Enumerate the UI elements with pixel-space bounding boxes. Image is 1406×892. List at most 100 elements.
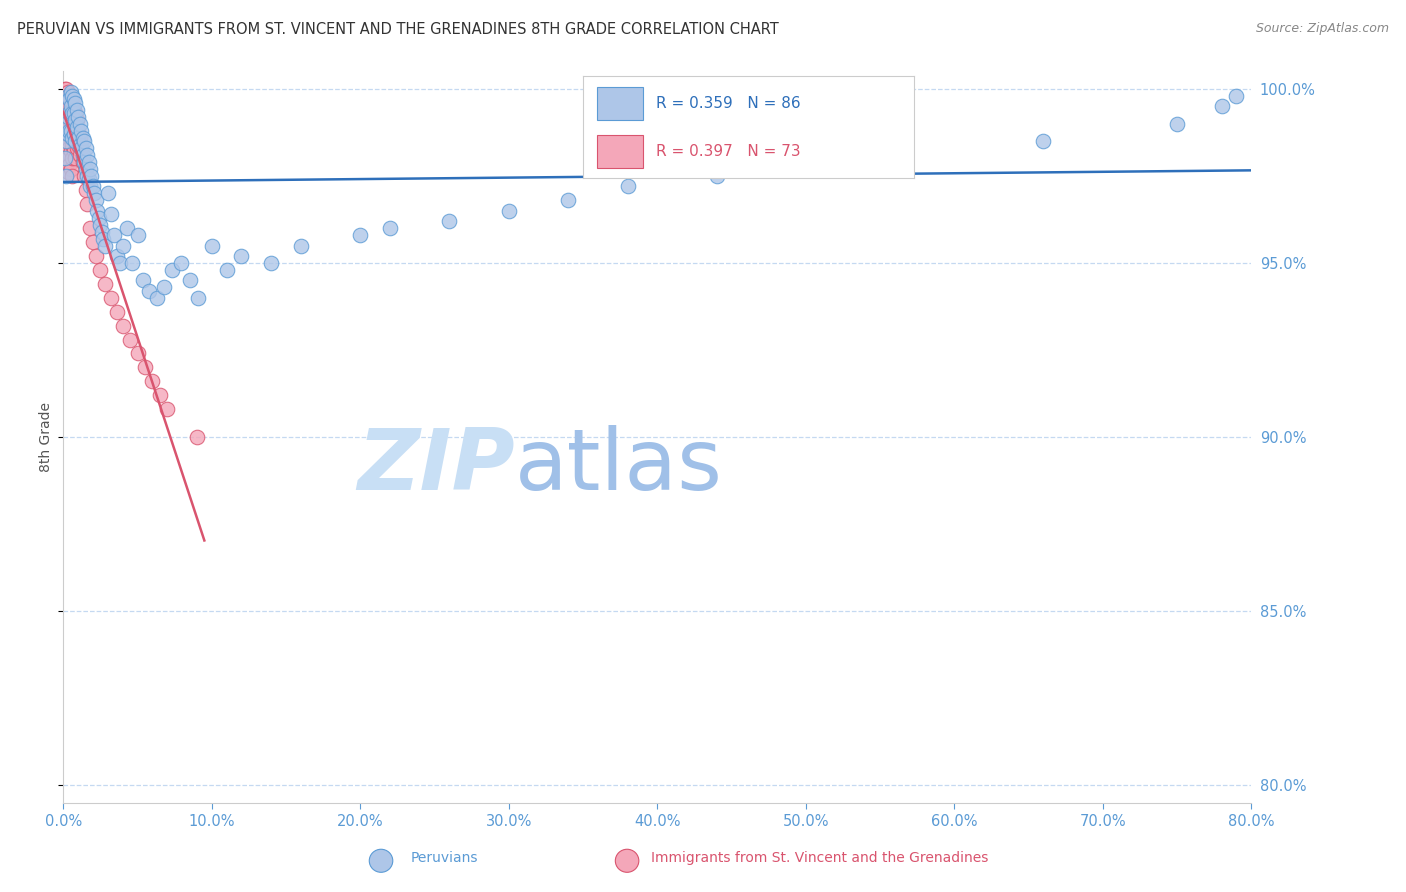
Point bbox=[53, 92, 76, 106]
Point bbox=[76, 148, 98, 162]
Point bbox=[260, 256, 283, 270]
Point bbox=[55, 106, 77, 120]
Point bbox=[59, 117, 82, 131]
Point bbox=[82, 235, 104, 249]
Point bbox=[62, 92, 84, 106]
Point bbox=[58, 88, 80, 103]
Point bbox=[134, 360, 156, 375]
Point bbox=[75, 161, 97, 176]
Point bbox=[75, 141, 97, 155]
Text: Immigrants from St. Vincent and the Grenadines: Immigrants from St. Vincent and the Gren… bbox=[651, 851, 988, 865]
Point bbox=[115, 221, 138, 235]
Point bbox=[93, 231, 115, 245]
Y-axis label: 8th Grade: 8th Grade bbox=[39, 402, 53, 472]
Point bbox=[97, 186, 120, 201]
Point bbox=[53, 88, 76, 103]
Text: Peruvians: Peruvians bbox=[411, 851, 478, 865]
Point bbox=[63, 134, 86, 148]
Point bbox=[77, 155, 100, 169]
Point bbox=[149, 388, 172, 402]
Point bbox=[63, 106, 86, 120]
Point bbox=[84, 249, 107, 263]
Point bbox=[153, 280, 176, 294]
Point bbox=[53, 130, 76, 145]
Point bbox=[69, 148, 91, 162]
Point bbox=[55, 169, 77, 183]
Point bbox=[53, 82, 76, 96]
Point bbox=[56, 165, 79, 179]
Point bbox=[53, 117, 76, 131]
Point bbox=[1225, 88, 1247, 103]
Point bbox=[557, 193, 579, 207]
Point bbox=[53, 117, 76, 131]
Point bbox=[146, 291, 169, 305]
Point bbox=[869, 152, 891, 166]
Point bbox=[75, 183, 97, 197]
Point bbox=[55, 148, 77, 162]
Point bbox=[69, 117, 91, 131]
Point bbox=[201, 238, 224, 252]
Point bbox=[62, 145, 84, 159]
Point bbox=[66, 120, 89, 134]
Point bbox=[76, 169, 98, 183]
Point bbox=[73, 134, 96, 148]
Point bbox=[56, 137, 79, 152]
Point bbox=[66, 113, 89, 128]
Point bbox=[160, 263, 183, 277]
Point bbox=[62, 103, 84, 117]
Point bbox=[59, 145, 82, 159]
Point bbox=[94, 238, 117, 252]
Point bbox=[67, 110, 90, 124]
Point bbox=[58, 92, 80, 106]
Point bbox=[63, 134, 86, 148]
Point bbox=[53, 103, 76, 117]
Point bbox=[349, 228, 371, 243]
Point bbox=[59, 161, 82, 176]
Point bbox=[66, 103, 89, 117]
Point bbox=[72, 130, 94, 145]
Point bbox=[63, 113, 86, 128]
Point bbox=[100, 291, 122, 305]
Point bbox=[231, 249, 253, 263]
Point bbox=[60, 152, 83, 166]
Point bbox=[59, 123, 82, 137]
Point bbox=[63, 120, 86, 134]
Point bbox=[72, 155, 94, 169]
Point bbox=[156, 402, 179, 417]
Point bbox=[89, 263, 111, 277]
Point bbox=[84, 193, 107, 207]
Point bbox=[73, 169, 96, 183]
Point bbox=[105, 304, 128, 318]
Circle shape bbox=[616, 849, 638, 872]
Point bbox=[179, 273, 201, 287]
Point bbox=[60, 137, 83, 152]
Point bbox=[60, 88, 83, 103]
Point bbox=[69, 137, 91, 152]
Point bbox=[80, 169, 103, 183]
Text: R = 0.359   N = 86: R = 0.359 N = 86 bbox=[657, 96, 801, 111]
Point bbox=[60, 95, 83, 110]
Point bbox=[141, 375, 163, 389]
Text: ZIP: ZIP bbox=[357, 425, 515, 508]
Point bbox=[378, 221, 401, 235]
Point bbox=[1211, 99, 1233, 113]
Point bbox=[58, 158, 80, 172]
Point bbox=[63, 95, 86, 110]
Point bbox=[79, 161, 101, 176]
Point bbox=[76, 196, 98, 211]
Point bbox=[60, 110, 83, 124]
Point bbox=[56, 95, 79, 110]
Point bbox=[59, 92, 82, 106]
Point bbox=[108, 256, 131, 270]
Point bbox=[58, 113, 80, 128]
Point bbox=[86, 203, 108, 218]
Point bbox=[60, 106, 83, 120]
Point bbox=[127, 346, 149, 360]
Point bbox=[56, 106, 79, 120]
Point bbox=[73, 155, 96, 169]
Point bbox=[59, 99, 82, 113]
Point bbox=[67, 137, 90, 152]
Point bbox=[66, 127, 89, 141]
Point bbox=[55, 134, 77, 148]
Point bbox=[169, 256, 191, 270]
